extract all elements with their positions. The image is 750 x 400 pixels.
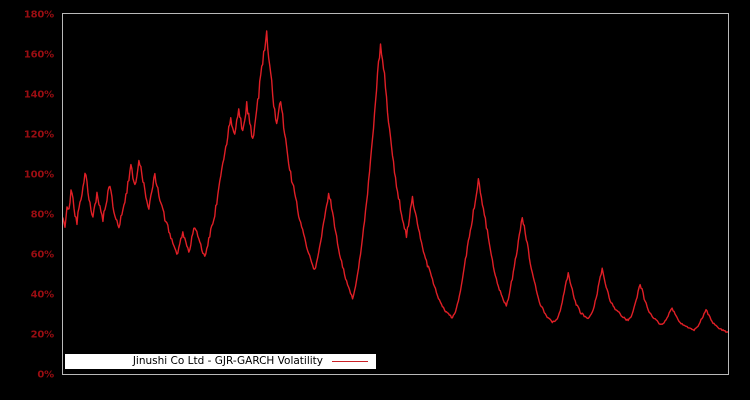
y-tick-label: 60% xyxy=(30,249,55,261)
y-tick-label: 40% xyxy=(30,289,55,301)
chart-legend: Jinushi Co Ltd - GJR-GARCH Volatility xyxy=(65,354,376,369)
legend-line-sample xyxy=(332,361,368,362)
y-tick-label: 0% xyxy=(37,369,54,381)
legend-label: Jinushi Co Ltd - GJR-GARCH Volatility xyxy=(132,355,323,368)
y-tick-label: 100% xyxy=(23,169,54,181)
y-tick-label: 20% xyxy=(30,329,55,341)
y-tick-label: 80% xyxy=(30,209,55,221)
y-tick-label: 180% xyxy=(23,9,54,21)
y-tick-label: 120% xyxy=(23,129,54,141)
plot-area xyxy=(62,13,729,375)
y-tick-label: 160% xyxy=(23,49,54,61)
y-axis: 180% 160% 140% 120% 100% 80% 60% 40% 20%… xyxy=(0,0,62,400)
y-tick-label: 140% xyxy=(23,89,54,101)
volatility-line-series xyxy=(63,30,728,333)
series-polyline xyxy=(63,30,728,333)
